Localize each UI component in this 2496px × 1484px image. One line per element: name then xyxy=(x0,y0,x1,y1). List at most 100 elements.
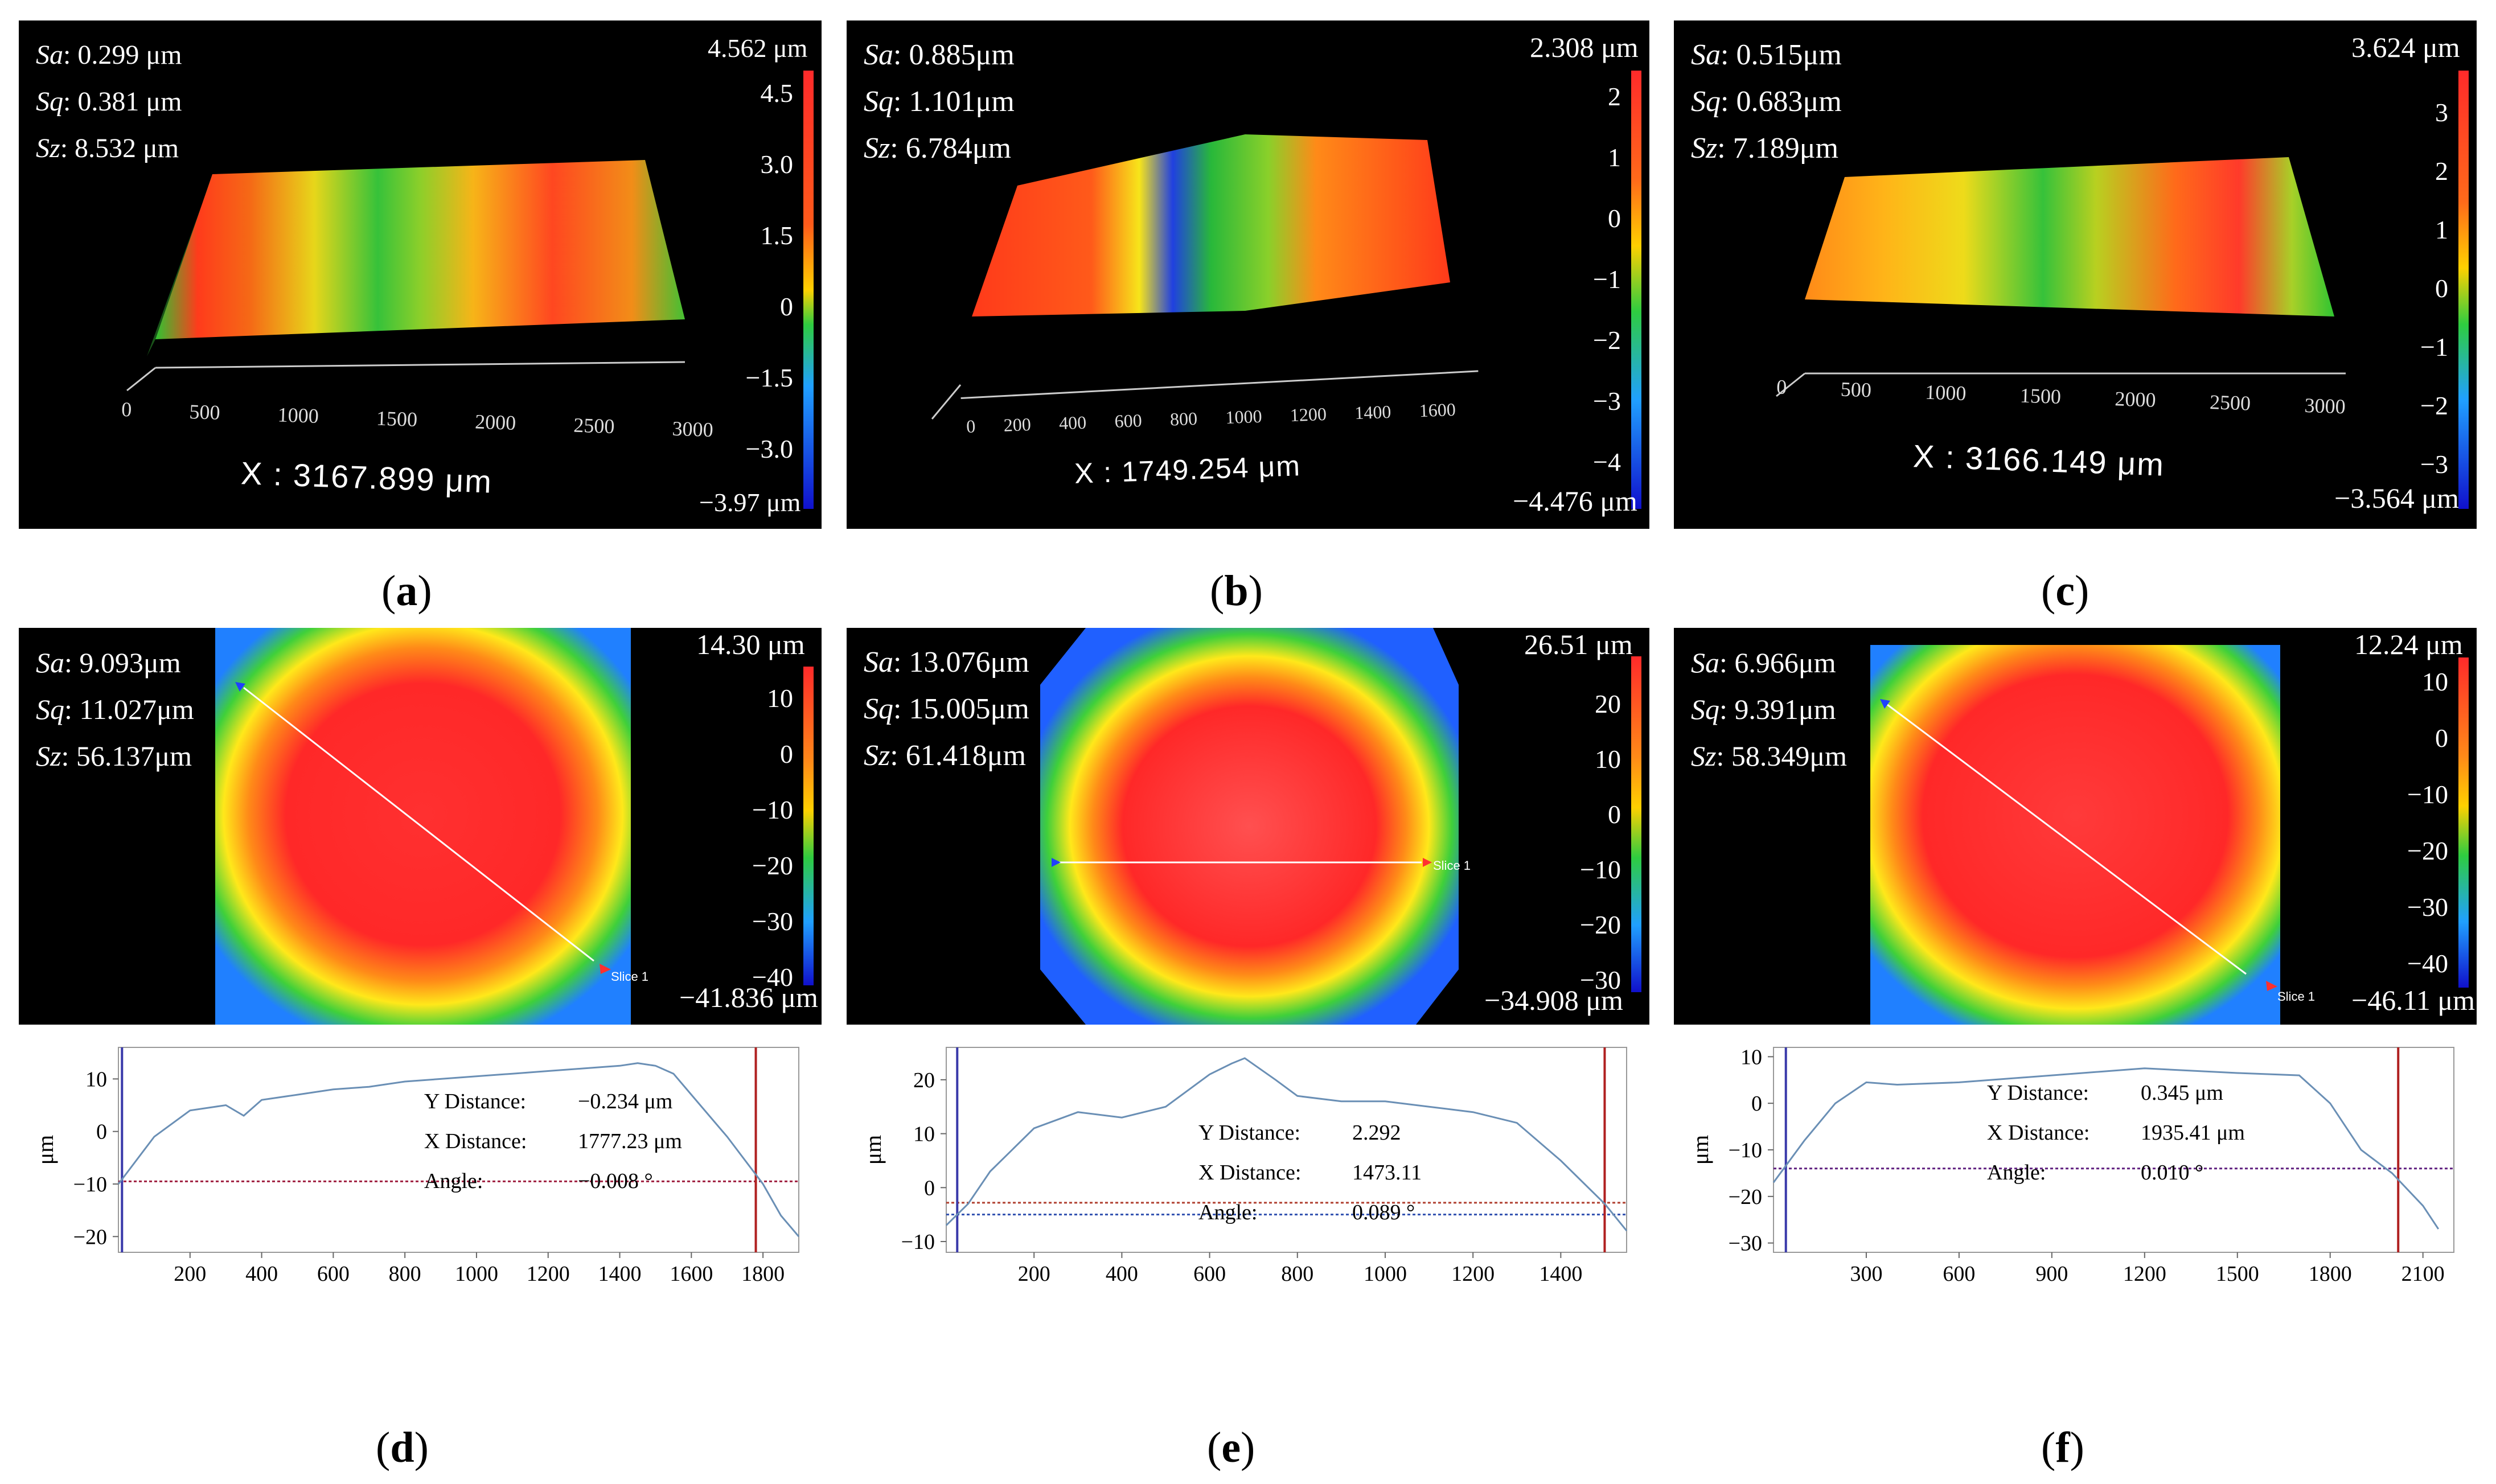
colorbar-max: 4.562 μm xyxy=(708,34,808,63)
y-tick-label: 20 xyxy=(913,1068,935,1092)
x-tick-label: 400 xyxy=(1106,1262,1138,1286)
profile-chart-d: 200 400 600 800 1000 1200 1400 1600 1800 10 0 −10 −2… xyxy=(32,1047,800,1301)
colorbar-min: −3.97 μm xyxy=(699,488,801,517)
x-tick-label: 400 xyxy=(245,1262,278,1286)
colorbar-min: −4.476 μm xyxy=(1513,485,1637,517)
colorbar-ticks: 20 10 0 −10 −20 −30 xyxy=(1580,689,1621,994)
x-axis-label: μm xyxy=(2099,1294,2129,1301)
y-tick-label: −10 xyxy=(73,1173,107,1197)
panel-a: Sa: 0.299 μm Sq: 0.381 μm Sz: 8.532 μm 4… xyxy=(19,20,822,529)
x-tick-label: 600 xyxy=(1943,1262,1975,1286)
colorbar-ticks: 4.5 3.0 1.5 0 −1.5 −3.0 xyxy=(745,79,793,463)
slice-label: Slice 1 xyxy=(611,969,649,984)
plot-area xyxy=(1773,1047,2454,1253)
plot-area xyxy=(946,1047,1627,1253)
plot-area xyxy=(118,1047,799,1253)
x-tick-label: 900 xyxy=(2035,1262,2068,1286)
colorbar-min: −46.11 μm xyxy=(2351,984,2476,1016)
caption-c: (c) xyxy=(2041,567,2089,615)
x-tick-label: 1400 xyxy=(598,1262,642,1286)
surface-3d-c xyxy=(1776,71,2469,509)
roughness-stats: Sa: 6.966μm Sq: 9.391μm Sz: 58.349μm xyxy=(1691,647,1848,772)
y-axis-label: μm xyxy=(1688,1135,1713,1165)
roughness-stats: Sa: 0.515μm Sq: 0.683μm Sz: 7.189μm xyxy=(1691,39,1842,165)
surface-c xyxy=(1805,157,2334,316)
profile-annotation-e: Y Distance: 2.292 X Distance: 1473.11 Angl… xyxy=(1198,1121,1422,1224)
x-tick-label: 600 xyxy=(1193,1262,1226,1286)
colorbar-max: 3.624 μm xyxy=(2351,31,2460,63)
x-tick-label: 600 xyxy=(317,1262,350,1286)
x-tick-label: 1600 xyxy=(670,1262,713,1286)
profile-annotation-f: Y Distance: 0.345 μm X Distance: 1935.41 μ… xyxy=(1987,1081,2245,1185)
surface-3d-b xyxy=(931,71,1641,509)
x-tick-label: 800 xyxy=(1281,1262,1313,1286)
y-tick-label: −10 xyxy=(1729,1138,1762,1162)
y-tick-label: 0 xyxy=(96,1120,107,1144)
caption-f: (f) xyxy=(2041,1424,2084,1471)
x-tick-label: 1000 xyxy=(455,1262,498,1286)
y-tick-label: 0 xyxy=(1751,1092,1762,1116)
profile-line xyxy=(1772,1067,2440,1230)
height-map-surface xyxy=(1870,645,2280,1025)
profile-chart-e: 200 400 600 800 1000 1200 1400 20 10 0 −10 μm μm xyxy=(860,1047,1628,1301)
roughness-stats: Sa: 13.076μm Sq: 15.005μm Sz: 61.418μm xyxy=(864,646,1029,772)
x-tick-label: 1200 xyxy=(527,1262,570,1286)
height-map-surface xyxy=(1040,628,1459,1025)
y-tick-label: 10 xyxy=(85,1067,107,1091)
x-tick-label: 1000 xyxy=(1364,1262,1407,1286)
colorbar-min: −34.908 μm xyxy=(1484,984,1623,1016)
colorbar-ticks: 10 0 −10 −20 −30 −40 xyxy=(2407,667,2448,978)
panel-c: Sa: 0.515μm Sq: 0.683μm Sz: 7.189μm 3.62… xyxy=(1674,20,2477,529)
x-tick-label: 200 xyxy=(1018,1262,1050,1286)
x-tick-label: 800 xyxy=(389,1262,421,1286)
x-axis-label: μm xyxy=(1271,1294,1302,1301)
panel-d-map: Sa: 9.093μm Sq: 11.027μm Sz: 56.137μm Sl… xyxy=(19,628,822,1025)
roughness-stats: Sa: 0.885μm Sq: 1.101μm Sz: 6.784μm xyxy=(864,39,1015,165)
slice-line xyxy=(1887,704,2247,975)
colorbar-min: −41.836 μm xyxy=(679,981,818,1013)
height-map-surface xyxy=(215,628,631,1025)
x-tick-label: 300 xyxy=(1850,1262,1882,1286)
height-map-e xyxy=(1040,628,1641,1025)
roughness-stats: Sa: 9.093μm Sq: 11.027μm Sz: 56.137μm xyxy=(36,647,194,772)
height-map-d xyxy=(215,628,814,1025)
x-tick-label: 1200 xyxy=(1451,1262,1495,1286)
slice-line xyxy=(243,686,594,962)
x-tick-label: 200 xyxy=(174,1262,206,1286)
y-axis-label: μm xyxy=(860,1135,886,1165)
slice-label: Slice 1 xyxy=(1433,858,1471,873)
colorbar-max: 2.308 μm xyxy=(1530,31,1639,63)
profile-chart-f: 300 600 900 1200 1500 1800 2100 10 0 −10 −20 −30 μm μ… xyxy=(1688,1045,2454,1301)
x-tick-label: 1500 xyxy=(2216,1262,2259,1286)
y-tick-label: 10 xyxy=(1740,1045,1762,1069)
caption-b: (b) xyxy=(1210,567,1263,615)
x-tick-label: 2100 xyxy=(2401,1262,2445,1286)
x-axis-label: μm xyxy=(444,1294,474,1301)
panel-e-map: Sa: 13.076μm Sq: 15.005μm Sz: 61.418μm S… xyxy=(847,628,1649,1025)
profile-annotation-d: Y Distance: −0.234 μm X Distance: 1777.23 … xyxy=(424,1090,682,1193)
x-tick-label: 1200 xyxy=(2123,1262,2166,1286)
surface-b xyxy=(972,134,1450,316)
y-tick-label: −20 xyxy=(73,1225,107,1249)
x-tick-label: 1800 xyxy=(741,1262,785,1286)
colorbar-min: −3.564 μm xyxy=(2334,482,2459,514)
colorbar-max: 12.24 μm xyxy=(2354,628,2463,660)
height-map-f xyxy=(1870,645,2469,1025)
y-tick-label: −30 xyxy=(1729,1232,1762,1256)
y-axis-label: μm xyxy=(32,1135,58,1165)
panel-f-map: Sa: 6.966μm Sq: 9.391μm Sz: 58.349μm Sli… xyxy=(1674,628,2477,1025)
x-tick-label: 1400 xyxy=(1539,1262,1582,1286)
colorbar-max: 26.51 μm xyxy=(1524,628,1633,660)
surface-3d-a xyxy=(126,71,814,509)
caption-a: (a) xyxy=(381,567,432,615)
caption-d: (d) xyxy=(376,1424,429,1471)
roughness-stats: Sa: 0.299 μm Sq: 0.381 μm Sz: 8.532 μm xyxy=(36,40,182,163)
y-tick-label: 0 xyxy=(924,1176,935,1200)
y-tick-label: −10 xyxy=(901,1230,935,1254)
panel-b: Sa: 0.885μm Sq: 1.101μm Sz: 6.784μm 2.30… xyxy=(847,20,1649,529)
surface-a xyxy=(155,160,685,339)
x-tick-label: 1800 xyxy=(2309,1262,2352,1286)
y-tick-label: 10 xyxy=(913,1123,935,1146)
